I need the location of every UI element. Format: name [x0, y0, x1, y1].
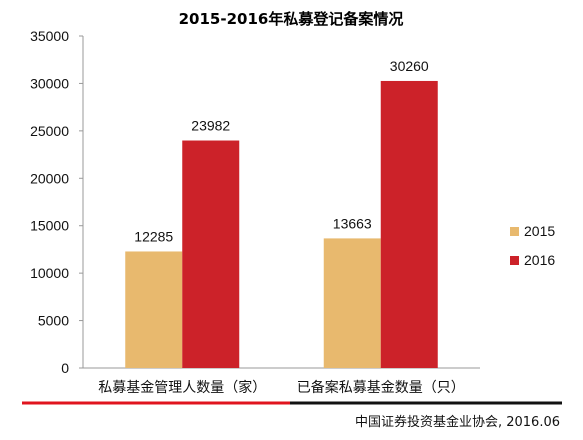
y-tick-label: 5000 [38, 313, 69, 329]
y-tick-label: 15000 [30, 218, 69, 234]
bar-2015-2 [323, 238, 381, 368]
data-label: 13663 [333, 215, 372, 231]
bar-2016-2 [380, 80, 438, 369]
y-tick-label: 0 [61, 360, 69, 376]
legend-label-2016: 2016 [524, 252, 555, 268]
y-tick-label: 10000 [30, 265, 69, 281]
y-tick-label: 30000 [30, 75, 69, 91]
data-label: 12285 [134, 228, 173, 244]
bar-2015-1 [125, 251, 183, 368]
chart-title: 2015-2016年私募登记备案情况 [179, 10, 404, 28]
legend-label-2015: 2015 [524, 223, 555, 239]
x-category-label: 私募基金管理人数量（家） [98, 379, 266, 396]
y-tick-label: 20000 [30, 170, 69, 186]
y-tick-label: 25000 [30, 123, 69, 139]
x-category-label: 已备案私募基金数量（只） [297, 379, 465, 396]
data-label: 23982 [191, 118, 230, 134]
data-label: 30260 [390, 58, 429, 74]
legend-swatch-2015 [510, 227, 519, 236]
legend-swatch-2016 [510, 256, 519, 265]
source-note: 中国证券投资基金业协会, 2016.06 [355, 414, 560, 430]
bar-2016-1 [182, 140, 240, 368]
y-tick-label: 35000 [30, 28, 69, 44]
